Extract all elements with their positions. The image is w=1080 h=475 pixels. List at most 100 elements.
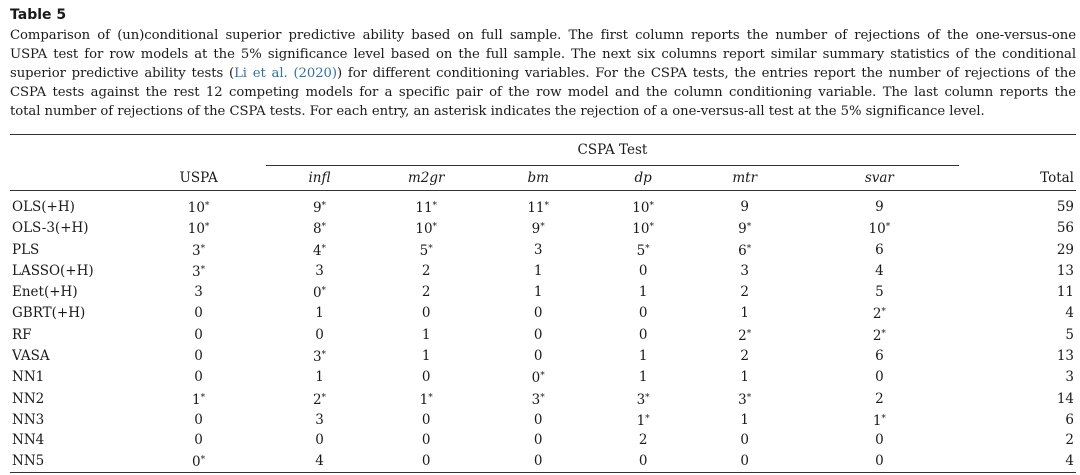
cell-value: 2 — [421, 284, 431, 301]
table-cell: 4 — [959, 303, 1076, 324]
cell-value: 3 — [1065, 369, 1074, 386]
cell-value: 10 — [632, 200, 650, 216]
rejection-asterisk: * — [321, 350, 327, 361]
rejection-asterisk: * — [540, 371, 545, 382]
column-header-text: svar — [864, 170, 894, 186]
table-cell: 3 — [266, 410, 373, 431]
row-model-name: VASA — [12, 348, 50, 365]
citation-link[interactable]: Li et al. (2020) — [234, 66, 337, 81]
table-row: NN2 1* 2* 1* 3* 3* 3* 2 14 — [10, 389, 1076, 410]
table-cell: 56 — [959, 218, 1076, 239]
table-cell: 13 — [959, 261, 1076, 282]
table-cell: 0 — [373, 303, 480, 324]
cell-value: 0 — [421, 411, 431, 428]
rejection-asterisk: * — [200, 243, 206, 254]
table-cell: 9* — [480, 218, 597, 239]
table-cell: 0 — [131, 410, 266, 431]
table-cell: 0 — [131, 325, 266, 346]
cell-value: 0 — [875, 432, 884, 449]
table-cell: 0 — [373, 410, 480, 431]
table-cell: 0 — [266, 431, 373, 450]
table-cell: 5* — [373, 240, 480, 261]
cell-value: 1 — [740, 411, 749, 428]
cell-value: 5 — [875, 284, 884, 301]
cell-value: 1 — [638, 348, 648, 365]
cell-value: 3 — [315, 262, 324, 279]
table-row: NN1 0 1 0 0* 1 1 0 3 — [10, 367, 1076, 388]
table-cell: 1 — [689, 303, 800, 324]
table-cell: 10* — [131, 197, 266, 218]
cell-value: 1 — [533, 284, 543, 301]
cell-value: 0 — [315, 326, 324, 343]
column-header-dp: dp — [596, 165, 690, 191]
rejection-asterisk: * — [321, 392, 327, 403]
rejection-asterisk: * — [540, 392, 545, 403]
group-header-row: CSPA Test — [10, 134, 1076, 166]
rejection-asterisk: * — [746, 243, 752, 254]
rejection-asterisk: * — [321, 243, 327, 254]
cell-value: 3 — [636, 391, 646, 408]
caption-line: total number of rejections of the CSPA t… — [10, 102, 1076, 121]
table-cell: 3 — [266, 261, 373, 282]
table-row: LASSO(+H) 3* 3 2 1 0 3 4 13 — [10, 261, 1076, 282]
row-model-name: LASSO(+H) — [12, 262, 94, 279]
table-row: VASA 0 3* 1 0 1 2 6 13 — [10, 346, 1076, 367]
table-row: NN4 0 0 0 0 2 0 0 2 — [10, 431, 1076, 450]
table-row: NN3 0 3 0 0 1* 1 1* 6 — [10, 410, 1076, 431]
table-cell: 3 — [480, 240, 597, 261]
cell-value: 0 — [533, 432, 543, 449]
table-cell: 0 — [266, 325, 373, 346]
table-cell: 9 — [689, 197, 800, 218]
cell-value: 4 — [312, 242, 322, 259]
rejection-asterisk: * — [200, 392, 206, 403]
row-model-name: RF — [12, 326, 32, 343]
cell-value: 0 — [875, 452, 884, 469]
table-cell: 0 — [131, 303, 266, 324]
cell-value: 5 — [419, 242, 429, 259]
table-row: PLS 3* 4* 5* 3 5* 6* 6 29 — [10, 240, 1076, 261]
cell-value: 3 — [315, 411, 324, 428]
cell-value: 9 — [531, 221, 541, 238]
cell-value: 3 — [312, 349, 322, 366]
table-cell: 3* — [266, 346, 373, 367]
cell-value: 0 — [533, 305, 543, 322]
table-cell: 0 — [479, 450, 597, 473]
cell-value: 4 — [875, 262, 884, 279]
table-cell: 4 — [266, 450, 373, 473]
table-cell: 9* — [266, 197, 373, 218]
table-cell: 2 — [373, 261, 480, 282]
cell-value: 0 — [312, 285, 322, 302]
cell-value: 2 — [872, 306, 882, 323]
cell-value: 6 — [875, 241, 884, 258]
cell-value: 0 — [194, 411, 203, 428]
cell-value: 4 — [315, 452, 324, 469]
table-cell: 4 — [800, 261, 959, 282]
cell-value: 59 — [1056, 199, 1074, 215]
cell-value: 1 — [421, 348, 431, 365]
rejection-asterisk: * — [544, 201, 550, 211]
cell-value: 9 — [875, 199, 884, 215]
column-header-bm: bm — [479, 165, 597, 191]
table-cell: 4* — [266, 240, 373, 261]
cell-value: 0 — [421, 369, 431, 386]
cell-value: 2 — [738, 327, 747, 344]
row-model-name: OLS(+H) — [12, 199, 75, 215]
rejection-asterisk: * — [321, 222, 327, 233]
rejection-asterisk: * — [200, 264, 206, 275]
table-cell: 14 — [959, 389, 1076, 410]
table-cell: 3* — [689, 389, 800, 410]
cell-value: 1 — [315, 305, 324, 322]
rejection-asterisk: * — [645, 413, 650, 424]
rejection-asterisk: * — [428, 243, 433, 254]
table-cell: 1 — [689, 410, 800, 431]
cell-value: 0 — [421, 452, 431, 469]
rejection-asterisk: * — [432, 222, 438, 233]
results-table: CSPA Test USPA infl m2gr bm dp mtr svar … — [10, 134, 1076, 473]
caption-text: USPA test for row models at the 5% signi… — [10, 47, 1076, 62]
cell-value: 2 — [312, 391, 322, 408]
table-cell: 0 — [131, 431, 266, 450]
cell-value: 1 — [533, 262, 543, 279]
row-model-name: NN5 — [10, 450, 132, 473]
table-cell: 6 — [959, 410, 1076, 431]
rejection-asterisk: * — [428, 392, 433, 403]
